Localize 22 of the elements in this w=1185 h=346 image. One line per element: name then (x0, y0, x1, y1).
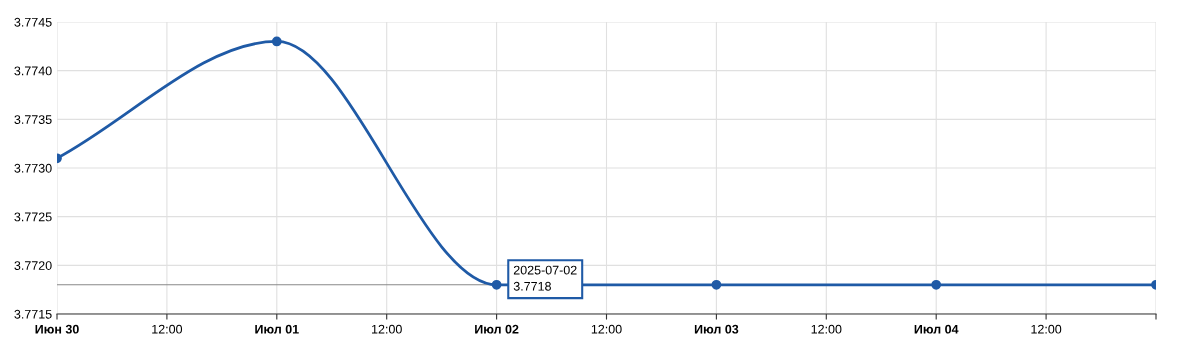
x-tick-label: Июн 30 (35, 324, 79, 334)
y-tick-label: 3.7715 (14, 309, 52, 319)
y-tick-label: 3.7720 (14, 261, 52, 270)
x-tick-label: 12:00 (811, 324, 842, 334)
y-tick-label: 3.7735 (14, 115, 52, 124)
annotation: 2025-07-02 3.7718 (513, 265, 577, 291)
x-tick-label: Июл 03 (694, 324, 739, 334)
point (931, 279, 942, 290)
point (271, 36, 282, 47)
y-tick-label: 3.7725 (14, 212, 52, 222)
x-tick-label: Июл 02 (475, 324, 519, 334)
x-tick-label: 12:00 (152, 324, 183, 334)
y-tick-label: 3.7740 (14, 66, 52, 76)
point (711, 279, 722, 290)
x-tick-label: 12:00 (591, 324, 622, 334)
y-tick-label: 3.7745 (14, 17, 52, 27)
x-tick-label: 12:00 (1031, 324, 1062, 334)
point (491, 279, 502, 290)
y-tick-label: 3.7730 (14, 163, 52, 173)
x-tick-label: Июл 01 (255, 324, 299, 334)
x-tick-label: Июл 04 (914, 324, 959, 334)
x-tick-label: 12:00 (372, 324, 402, 334)
